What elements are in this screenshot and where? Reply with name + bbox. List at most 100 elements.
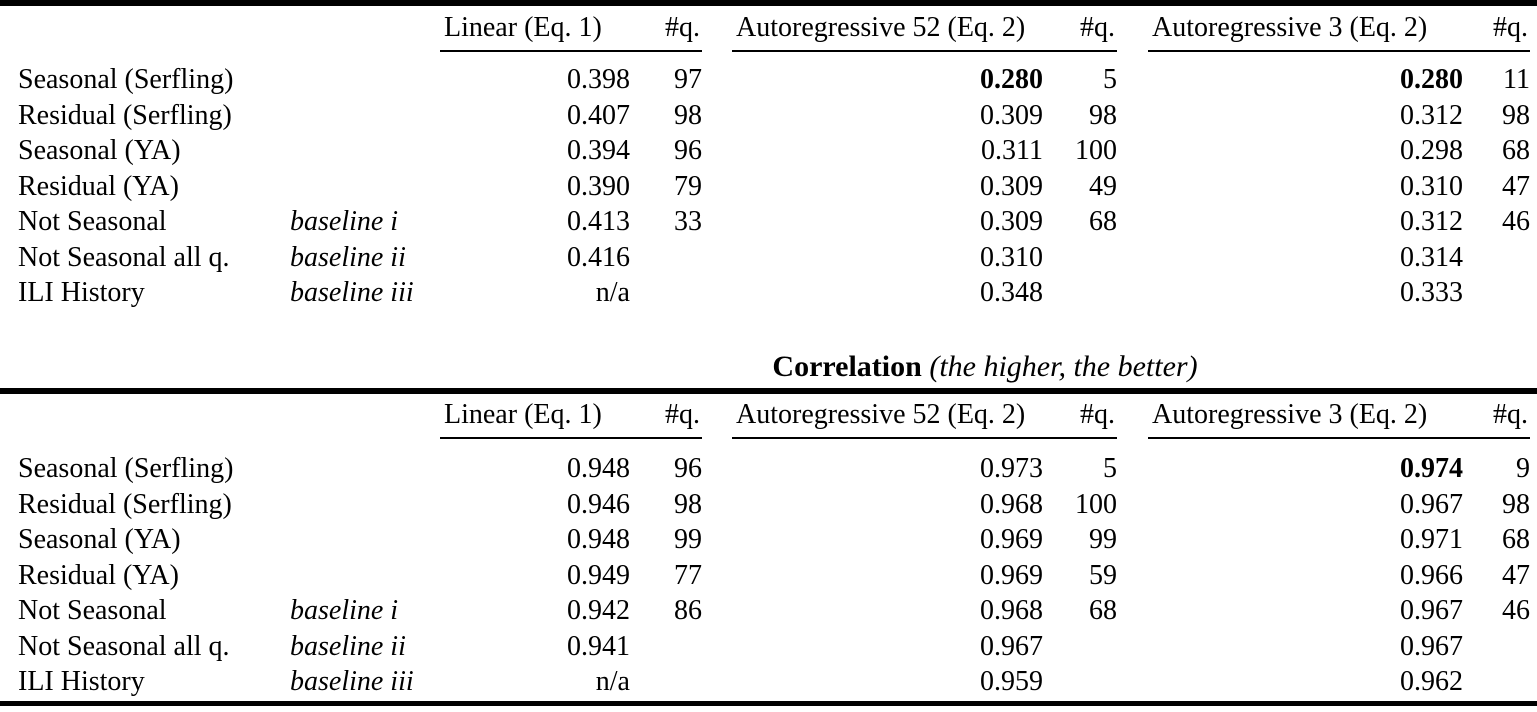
value-autoregressive-52: 0.309 [980,170,1043,202]
value-autoregressive-3: 0.312 [1400,99,1463,131]
table-row: ILI History baseline iii n/a 0.348 0.333 [0,275,1537,311]
row-label: Residual (YA) [18,559,179,591]
value-linear: 0.398 [567,64,630,95]
qcount-autoregressive-3: 46 [1502,206,1530,237]
column-header-autoregressive-52: Autoregressive 52 (Eq. 2) [732,12,1043,52]
section-title: Correlation (the higher, the better) [440,349,1530,385]
qcount-linear: 98 [674,488,702,520]
value-autoregressive-3: 0.967 [1400,630,1463,662]
qcount-autoregressive-52: 68 [1089,206,1117,237]
row-label: Residual (YA) [18,170,179,202]
value-autoregressive-3: 0.967 [1400,488,1463,520]
qcount-linear: 77 [674,559,702,591]
column-header-autoregressive-3: Autoregressive 3 (Eq. 2) [1148,12,1463,52]
table-row: Residual (Serfling) 0.407 98 0.309 98 0.… [0,98,1537,134]
qcount-autoregressive-3 [1463,240,1530,276]
qcount-autoregressive-52: 99 [1089,524,1117,555]
row-label: Not Seasonal all q. [18,241,230,273]
column-header-autoregressive-52: Autoregressive 52 (Eq. 2) [732,399,1043,439]
table-row: Residual (Serfling) 0.946 98 0.968 100 0… [0,487,1537,523]
table-row: Seasonal (YA) 0.394 96 0.311 100 0.298 6… [0,133,1537,169]
qcount-autoregressive-3: 98 [1502,99,1530,131]
qcount-linear [630,240,702,276]
baseline-tag [290,62,440,98]
value-autoregressive-3: 0.974 [1400,453,1463,484]
value-autoregressive-52: 0.969 [980,524,1043,555]
qcount-autoregressive-52: 5 [1103,453,1117,484]
value-autoregressive-3: 0.962 [1400,666,1463,697]
value-autoregressive-3: 0.971 [1400,524,1463,555]
qcount-autoregressive-52: 98 [1089,99,1117,131]
qcount-linear: 79 [674,170,702,202]
section-title-note: (the higher, the better) [929,350,1198,383]
value-autoregressive-3: 0.314 [1400,241,1463,273]
column-header-qcount: #q. [1463,12,1530,52]
value-autoregressive-52: 0.973 [980,453,1043,484]
qcount-linear: 98 [674,99,702,131]
column-header-linear: Linear (Eq. 1) [440,12,630,52]
table-row: Not Seasonal baseline i 0.413 33 0.309 6… [0,204,1537,240]
row-label: Seasonal (Serfling) [18,453,234,484]
mid-rule [0,388,1537,394]
value-linear: 0.948 [567,524,630,555]
row-label: Not Seasonal [18,595,167,626]
table-row: Seasonal (YA) 0.948 99 0.969 99 0.971 68 [0,522,1537,558]
value-autoregressive-3: 0.967 [1400,595,1463,626]
qcount-autoregressive-3: 11 [1503,64,1530,95]
qcount-autoregressive-52: 49 [1089,170,1117,202]
value-linear: 0.941 [567,630,630,662]
table-body: Seasonal (Serfling) 0.948 96 0.973 5 0.9… [0,439,1537,700]
qcount-autoregressive-52 [1043,275,1117,311]
qcount-autoregressive-3: 47 [1502,170,1530,202]
value-autoregressive-52: 0.959 [980,666,1043,697]
qcount-autoregressive-3: 9 [1516,453,1530,484]
value-linear: 0.413 [567,206,630,237]
section-title-metric: Correlation [772,350,922,383]
column-header-linear: Linear (Eq. 1) [440,399,630,439]
value-autoregressive-3: 0.966 [1400,559,1463,591]
column-header-qcount: #q. [1463,399,1530,439]
value-linear: 0.949 [567,559,630,591]
qcount-linear: 96 [674,453,702,484]
qcount-autoregressive-52 [1043,629,1117,665]
baseline-tag [290,522,440,558]
qcount-autoregressive-52: 5 [1103,64,1117,95]
table-header-row: Linear (Eq. 1) #q. Autoregressive 52 (Eq… [0,6,1537,52]
baseline-tag [290,98,440,134]
row-label: Seasonal (Serfling) [18,64,234,95]
table-body: Seasonal (Serfling) 0.398 97 0.280 5 0.2… [0,52,1537,311]
table-row: Seasonal (Serfling) 0.948 96 0.973 5 0.9… [0,451,1537,487]
table-row: Not Seasonal all q. baseline ii 0.941 0.… [0,629,1537,665]
row-label: Residual (Serfling) [18,488,232,520]
qcount-linear: 96 [674,135,702,166]
baseline-tag [290,169,440,205]
error-metric-table: Linear (Eq. 1) #q. Autoregressive 52 (Eq… [0,0,1537,311]
qcount-autoregressive-3 [1463,629,1530,665]
qcount-autoregressive-3 [1463,275,1530,311]
row-label: Seasonal (YA) [18,135,181,166]
value-autoregressive-3: 0.333 [1400,277,1463,308]
row-label: ILI History [18,277,145,308]
correlation-table: Linear (Eq. 1) #q. Autoregressive 52 (Eq… [0,388,1537,706]
row-label: ILI History [18,666,145,697]
column-header-qcount: #q. [630,12,702,52]
value-linear: 0.416 [567,241,630,273]
value-autoregressive-52: 0.967 [980,630,1043,662]
qcount-linear: 33 [674,206,702,237]
qcount-autoregressive-3 [1463,664,1530,700]
value-autoregressive-52: 0.309 [980,99,1043,131]
baseline-tag: baseline ii [290,241,406,273]
column-header-qcount: #q. [630,399,702,439]
qcount-autoregressive-52: 68 [1089,595,1117,626]
row-label: Not Seasonal [18,206,167,237]
column-header-autoregressive-3: Autoregressive 3 (Eq. 2) [1148,399,1463,439]
table-row: Not Seasonal all q. baseline ii 0.416 0.… [0,240,1537,276]
qcount-linear [630,275,702,311]
baseline-tag [290,133,440,169]
top-rule [0,0,1537,6]
bottom-rule [0,700,1537,706]
baseline-tag [290,451,440,487]
qcount-autoregressive-3: 68 [1502,524,1530,555]
qcount-autoregressive-52: 100 [1075,135,1117,166]
